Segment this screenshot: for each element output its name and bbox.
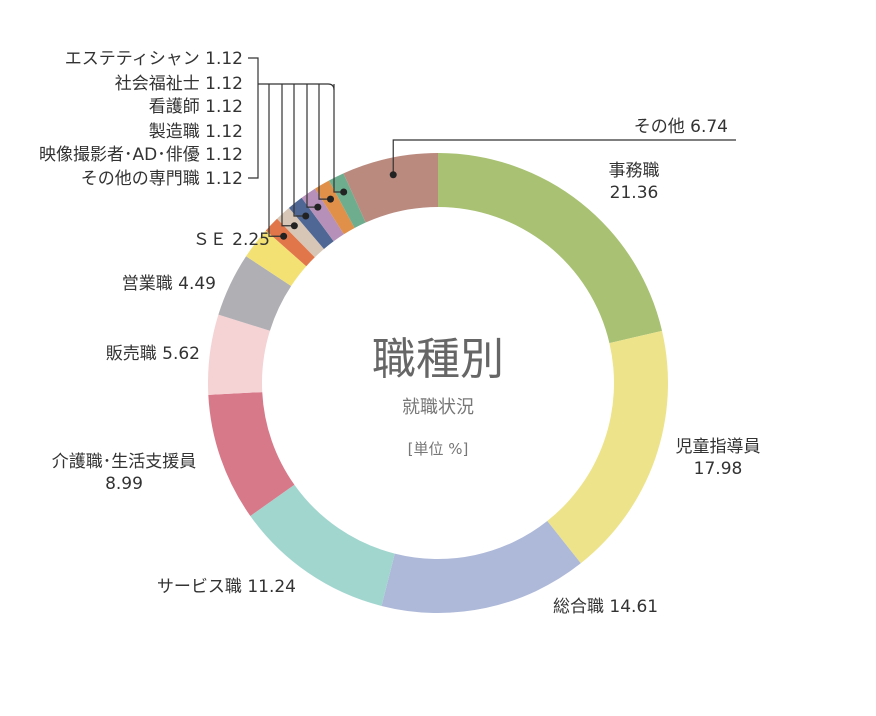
slice-3 [381,520,581,613]
slice-label-9: エステティシャン 1.12 [65,49,243,69]
donut-slices [208,153,668,613]
leader-dot-10 [290,222,298,230]
slice-value-1: 21.36 [610,183,659,203]
slice-9 [265,218,315,267]
slice-label-11: 看護師 1.12 [149,97,243,117]
slice-label-6: 販売職 5.62 [106,344,200,364]
slice-label-2: 児童指導員 [676,437,761,457]
slice-4 [250,484,395,606]
slice-11 [288,197,334,249]
slice-label-8: ＳＥ 2.25 [193,230,270,250]
leader-line-15 [392,139,736,175]
leader-dot-14 [340,188,348,196]
slice-7 [218,256,292,331]
slice-10 [277,207,324,258]
leader-line-9 [268,84,284,237]
slice-label-4: サービス職 11.24 [157,577,296,597]
chart-title: 職種別 [372,334,504,385]
slice-label-12: 製造職 1.12 [149,122,243,142]
slice-5 [208,392,295,516]
slice-15 [343,153,438,223]
leader-line-13 [318,84,331,200]
slice-label-15: その他 6.74 [634,117,728,137]
slice-label-5: 介護職･生活支援員 [52,452,197,472]
slice-13 [315,180,355,235]
slice-1 [438,153,663,344]
leader-dot-15 [389,171,397,179]
chart-unit: [単位 %] [408,440,469,458]
leader-line-11 [293,84,306,217]
slice-label-14: その他の専門職 1.12 [81,169,243,189]
chart-subtitle: 就職状況 [402,397,474,418]
leader-line-12 [306,84,318,208]
leader-lines [248,57,736,240]
slice-label-3: 総合職 14.61 [553,597,658,617]
slice-value-2: 17.98 [694,459,743,479]
leader-dot-9 [280,232,288,240]
label-bracket [248,57,259,179]
leader-dot-12 [314,203,322,211]
slice-value-5: 8.99 [105,474,143,494]
slice-label-7: 営業職 4.49 [122,274,216,294]
slice-12 [301,188,344,242]
slice-label-10: 社会福祉士 1.12 [115,74,243,94]
slice-6 [208,314,270,395]
slice-14 [328,173,366,229]
slice-2 [547,330,668,564]
slice-label-1: 事務職 [609,161,660,181]
slice-8 [246,230,307,287]
leader-dot-13 [326,195,334,203]
slice-label-13: 映像撮影者･AD･俳優 1.12 [39,145,243,165]
leader-line-10 [281,84,295,227]
leader-dot-11 [302,212,310,220]
